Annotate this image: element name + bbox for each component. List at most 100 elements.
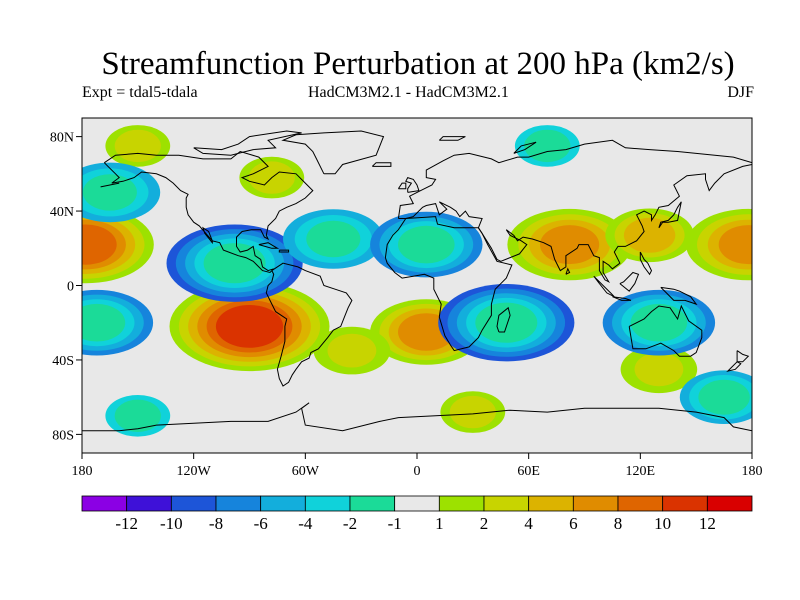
x-tick-label: 120W (177, 464, 212, 479)
colorbar-swatch (706, 495, 753, 512)
x-tick-label: 0 (414, 464, 421, 479)
coastline (371, 162, 392, 167)
y-tick-label: 40N (50, 205, 74, 220)
contour-fill (698, 379, 750, 415)
contour-fill (215, 305, 284, 348)
contour-fill (82, 174, 137, 211)
colorbar-label: 10 (654, 514, 671, 533)
contour-fill (327, 333, 377, 368)
x-tick-label: 180 (72, 464, 93, 479)
coastline (265, 262, 353, 387)
anomaly-feature (166, 224, 303, 302)
contour-fill (114, 129, 161, 163)
colorbar-label: 1 (435, 514, 444, 533)
y-tick-label: 80S (52, 428, 74, 443)
coastline (658, 201, 682, 229)
anomaly-feature (514, 125, 580, 167)
coastline (612, 296, 632, 301)
anomaly-feature (82, 205, 154, 284)
anomaly-feature (438, 284, 575, 362)
coastline (384, 216, 513, 352)
model-label: HadCM3M2.1 - HadCM3M2.1 (308, 84, 509, 101)
x-tick-label: 180 (742, 464, 763, 479)
colorbar-label: 4 (524, 514, 533, 533)
contour-fill (449, 395, 496, 429)
contour-fill (540, 225, 600, 265)
colorbar-swatch (81, 495, 128, 512)
colorbar-swatch (304, 495, 351, 512)
anomaly-feature (82, 289, 154, 356)
contour-fill (630, 303, 688, 342)
x-tick-label: 60W (292, 464, 320, 479)
coastline (736, 350, 750, 363)
coastline (100, 182, 120, 188)
contour-fill (306, 220, 361, 258)
colorbar-swatch (349, 495, 396, 512)
anomaly-feature (169, 281, 330, 372)
contour-fill (398, 225, 455, 264)
contour-fill (203, 243, 266, 284)
contour-fill (718, 225, 752, 265)
anomaly-feature (283, 209, 384, 269)
colorbar-label: 2 (480, 514, 489, 533)
colorbar-label: -2 (343, 514, 357, 533)
contour-fill (524, 129, 571, 163)
coastline (397, 139, 752, 284)
coastline (660, 286, 698, 306)
coastline (397, 182, 407, 190)
y-tick-label: 0 (67, 280, 74, 295)
colorbar-label: -10 (160, 514, 183, 533)
colorbar-swatch (483, 495, 530, 512)
colorbar-label: -8 (209, 514, 223, 533)
x-tick-label: 60E (517, 464, 540, 479)
colorbar-label: -1 (388, 514, 402, 533)
colorbar-swatch (215, 495, 262, 512)
coastline (258, 242, 280, 249)
coastline (193, 130, 302, 156)
contour-fill (82, 224, 117, 265)
season-label: DJF (727, 84, 754, 101)
colorbar-label: 8 (614, 514, 623, 533)
anomaly-feature (105, 125, 171, 167)
anomaly-feature (679, 370, 752, 424)
contour-fill (634, 352, 684, 387)
coastline (496, 306, 511, 333)
coastline (628, 304, 703, 357)
contour-fill (114, 399, 161, 432)
contour-fill (623, 217, 676, 253)
colorbar-label: -4 (298, 514, 313, 533)
coastline (565, 267, 571, 275)
colorbar-swatch (170, 495, 217, 512)
coastline (405, 176, 420, 193)
y-tick-label: 80N (50, 131, 74, 146)
anomaly-feature (440, 391, 506, 433)
colorbar-swatch (126, 495, 172, 512)
colorbar-label: 12 (699, 514, 716, 533)
anomaly-feature (605, 208, 694, 263)
coastline (513, 141, 537, 154)
coastline (619, 271, 640, 292)
anomaly-feature (507, 208, 632, 281)
coastline (438, 136, 466, 141)
colorbar-swatch (260, 495, 306, 512)
colorbar-swatch (528, 495, 574, 512)
colorbar-swatch (617, 495, 664, 512)
anomaly-feature (620, 345, 698, 394)
colorbar-label: 6 (569, 514, 578, 533)
colorbar-swatch (438, 495, 485, 512)
colorbar-label: -12 (115, 514, 138, 533)
coastline (82, 402, 752, 432)
anomaly-feature (313, 326, 391, 375)
contour-fill (82, 303, 126, 342)
anomaly-feature (105, 395, 171, 437)
coastline (726, 361, 742, 372)
colorbar-label: -6 (254, 514, 268, 533)
colorbar-swatch (572, 495, 619, 512)
coastline (103, 150, 314, 274)
colorbar-swatch (662, 495, 708, 512)
x-tick-label: 120E (626, 464, 656, 479)
experiment-label: Expt = tdal5-tdala (82, 84, 198, 101)
anomaly-feature (686, 208, 752, 281)
coastline (639, 251, 653, 276)
